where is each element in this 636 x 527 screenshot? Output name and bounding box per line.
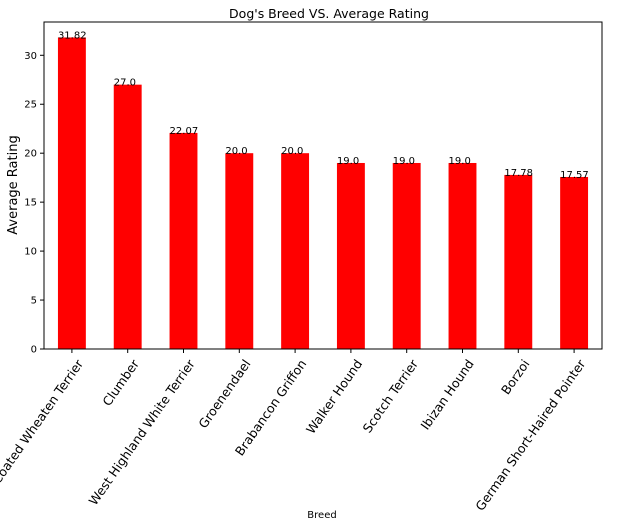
bar-value-label: 19.0 [337,156,359,167]
x-tick-label: Borzoi [498,357,533,398]
bar [392,162,421,349]
x-tick-label: Clumber [99,356,142,409]
bar [336,162,365,349]
value-labels: 31.82 27.0 22.07 20.0 20.0 19.0 19.0 19.0 17.78 1… [58,30,589,181]
y-tick-label: 10 [24,247,37,258]
bar-value-label: 17.57 [560,170,589,181]
bar-value-label: 19.0 [393,156,415,167]
x-tick-label: German Short-Haired Pointer [472,356,589,514]
bar-value-label: 19.0 [449,156,471,167]
x-tick-label: Soft-Coated Wheaten Terrier [0,356,87,511]
y-tick-label: 0 [31,345,37,356]
x-tick-label: Walker Hound [303,357,365,437]
y-tick-label: 15 [24,198,37,209]
bars [57,37,589,349]
bar [448,162,477,349]
bar-value-label: 27.0 [114,78,136,89]
bar-value-label: 20.0 [225,146,247,157]
x-axis-label: Breed [307,510,336,521]
x-tick-label: West Highland White Terrier [86,356,199,508]
bar [225,153,254,349]
plot-frame [43,21,603,350]
bar-value-label: 17.78 [504,168,533,179]
bar-value-label: 22.07 [170,126,199,137]
bar [113,84,142,349]
y-tick-label: 20 [24,149,37,160]
bar-value-label: 20.0 [281,146,303,157]
x-tick-label: Groenendael [195,357,253,431]
chart-title: Dog's Breed VS. Average Rating [229,6,429,21]
bar [560,176,589,349]
x-tick-label: Ibizan Hound [417,357,476,433]
bar [169,132,198,349]
bar [504,174,533,349]
y-axis-label: Average Rating [6,135,21,234]
y-tick-label: 5 [31,296,37,307]
bar [57,37,86,349]
bar [281,153,310,349]
x-tick-label: Scotch Terrier [360,356,422,435]
y-axis: 0 5 10 15 20 25 30 [24,51,44,356]
y-tick-label: 25 [24,100,37,111]
y-tick-label: 30 [24,51,37,62]
bar-value-label: 31.82 [58,30,87,41]
